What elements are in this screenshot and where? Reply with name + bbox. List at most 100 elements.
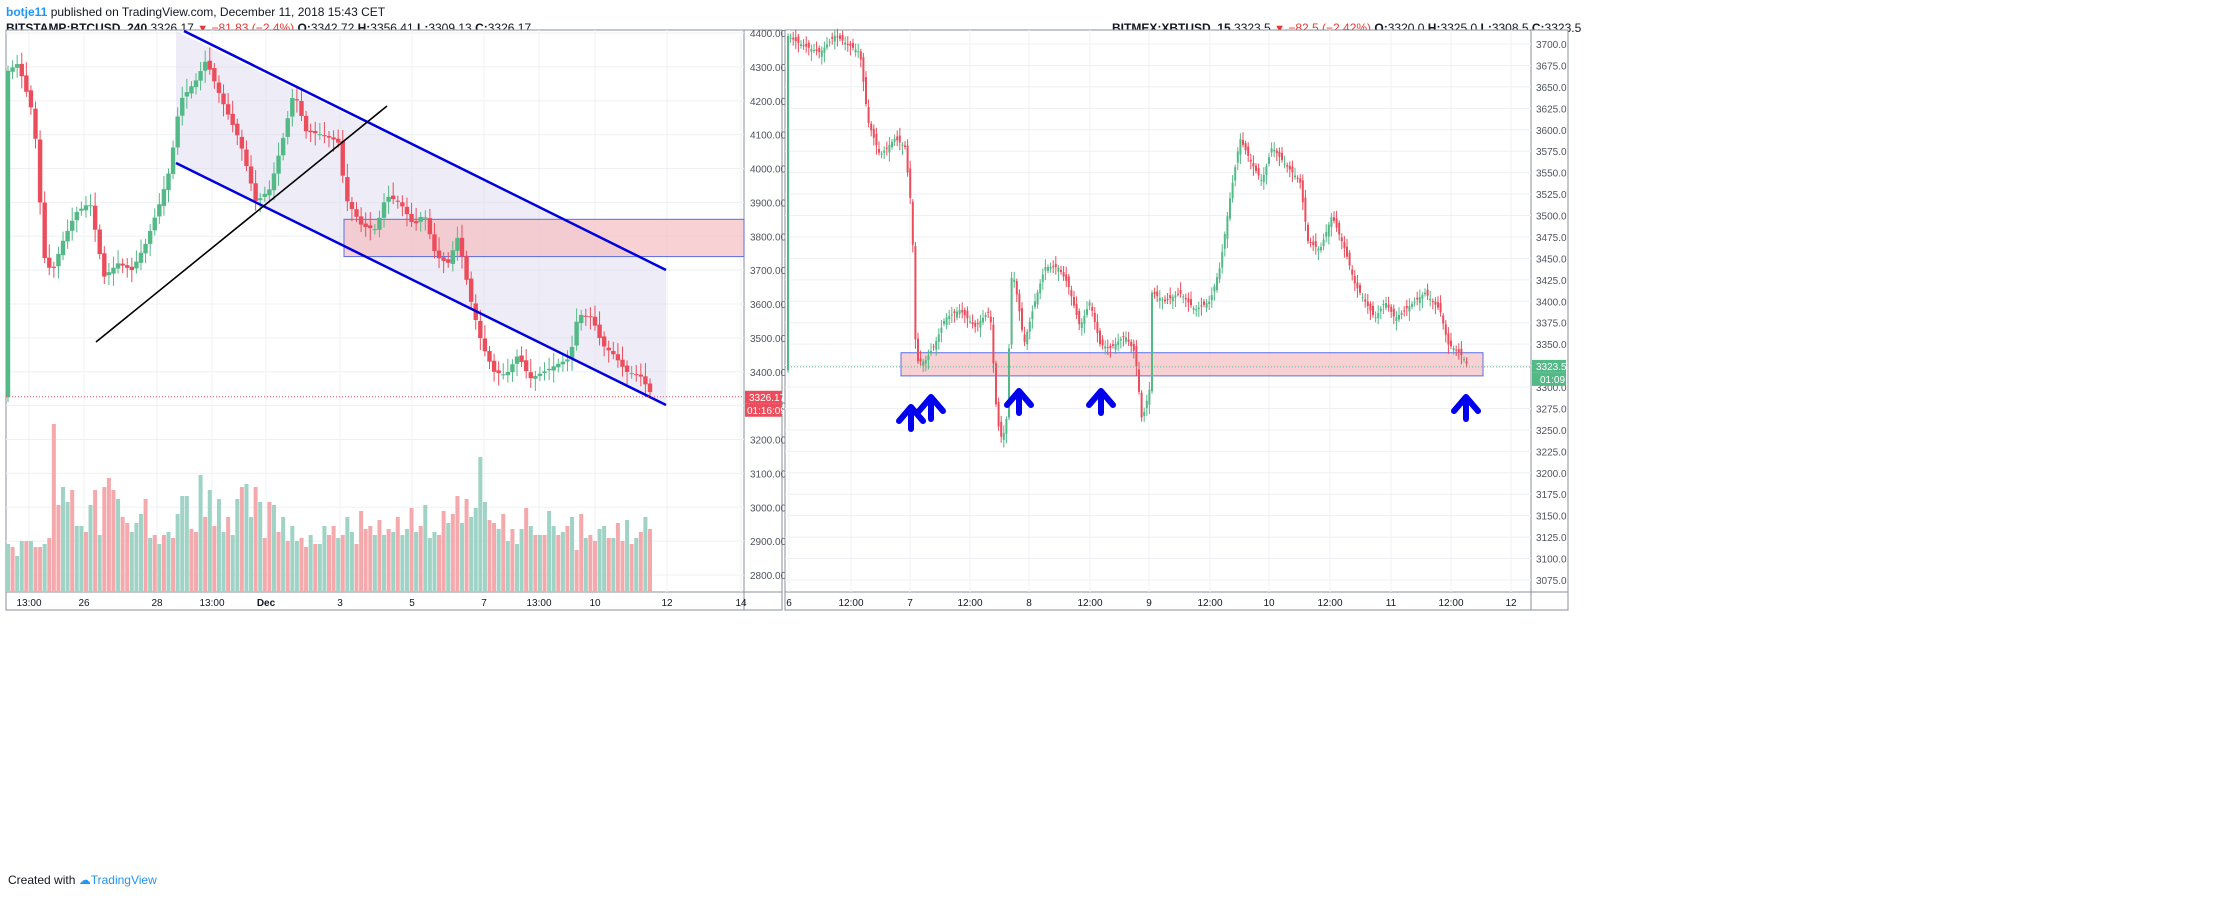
- volume-bar: [33, 547, 38, 592]
- candle-body: [891, 141, 893, 148]
- volume-bar: [377, 520, 382, 592]
- volume-bar: [317, 544, 322, 592]
- candle-body: [189, 86, 194, 94]
- volume-bar: [152, 535, 157, 592]
- candle-body: [1062, 272, 1065, 277]
- candle-body: [326, 136, 332, 138]
- volume-bar: [359, 511, 364, 592]
- volume-bar: [106, 478, 111, 592]
- volume-bar: [450, 514, 455, 592]
- y-tick-label: 3600.0: [1536, 126, 1567, 137]
- candle-body: [1296, 177, 1299, 179]
- candle-body: [170, 147, 176, 174]
- candle-body: [833, 35, 836, 42]
- y-tick-label: 3175.0: [1536, 490, 1567, 501]
- candle-body: [1460, 348, 1463, 355]
- candle-body: [1385, 302, 1387, 308]
- y-tick-label: 3400.00: [750, 368, 787, 379]
- channel-lower-line: [175, 161, 667, 407]
- x-tick-label: 5: [409, 598, 415, 609]
- y-tick-label: 3500.0: [1536, 212, 1567, 223]
- candle-body: [906, 145, 909, 173]
- candle-body: [432, 234, 437, 251]
- candle-body: [60, 240, 66, 256]
- volume-bar: [276, 532, 281, 592]
- candle-body: [514, 356, 520, 364]
- candle-body: [1247, 146, 1250, 156]
- candle-body: [1099, 330, 1101, 345]
- candle-body: [1330, 217, 1333, 227]
- x-tick-label: 9: [1146, 598, 1152, 609]
- candle-body: [846, 43, 849, 45]
- candle-body: [647, 383, 653, 393]
- candle-body: [1361, 297, 1364, 299]
- candle-body: [1418, 297, 1421, 304]
- candle-body: [870, 123, 873, 131]
- candle-body: [888, 144, 891, 153]
- candle-body: [629, 373, 634, 375]
- left-chart[interactable]: 4400.00 4300.00 4200.00 4100.00 4000.00 3900.…: [0, 0, 1108, 899]
- candle-body: [198, 71, 203, 81]
- volume-bar: [634, 538, 639, 592]
- candle-body: [111, 267, 116, 274]
- candle-body: [1333, 217, 1335, 221]
- candle-body: [1101, 339, 1104, 346]
- volume-bar: [120, 517, 125, 592]
- candle-body: [216, 82, 222, 93]
- candle-body: [1426, 289, 1429, 296]
- candle-body: [1307, 224, 1309, 242]
- candle-body: [1392, 308, 1395, 317]
- candle-body: [831, 36, 834, 39]
- candle-body: [138, 252, 144, 263]
- candle-body: [459, 237, 465, 257]
- last-price-label: 3323.5: [1536, 362, 1567, 373]
- candle-body: [276, 155, 281, 174]
- volume-bar: [281, 517, 286, 592]
- candle-body: [579, 314, 584, 324]
- candle-body: [878, 149, 880, 153]
- candle-body: [221, 93, 226, 105]
- resistance-zone: [343, 218, 745, 258]
- candle-body: [1242, 139, 1244, 145]
- y-tick-label: 3250.0: [1536, 426, 1567, 437]
- candle-body: [487, 351, 492, 362]
- volume-bar: [304, 547, 309, 592]
- candle-body: [207, 60, 212, 70]
- candle-body: [308, 130, 313, 133]
- candle-body: [839, 35, 841, 39]
- x-tick-label: Dec: [257, 598, 276, 609]
- candle-body: [193, 80, 199, 88]
- tradingview-link[interactable]: TradingView: [90, 873, 157, 887]
- candle-body: [849, 43, 852, 46]
- candle-body: [147, 230, 153, 244]
- candle-body: [468, 278, 474, 302]
- x-tick-label: 14: [735, 598, 747, 609]
- candle-body: [42, 202, 47, 259]
- y-tick-label: 3675.0: [1536, 61, 1567, 72]
- volume-bar: [459, 523, 464, 592]
- candle-body: [974, 322, 977, 327]
- candle-body: [574, 321, 579, 346]
- candle-body: [354, 209, 359, 217]
- candle-body: [1405, 305, 1408, 309]
- candle-body: [106, 272, 112, 276]
- volume-bar: [189, 529, 194, 592]
- candle-body: [859, 51, 862, 60]
- y-tick-label: 3550.0: [1536, 169, 1567, 180]
- volume-bar: [134, 523, 139, 592]
- candle-body: [1130, 341, 1133, 347]
- volume-bar: [570, 517, 575, 592]
- candle-body: [1052, 266, 1055, 268]
- candle-body: [317, 134, 323, 136]
- candle-body: [865, 77, 867, 105]
- y-tick-label: 3425.0: [1536, 276, 1567, 287]
- candle-body: [1314, 241, 1317, 247]
- volume-bar: [574, 550, 579, 592]
- y-tick-label: 4000.00: [750, 165, 787, 176]
- candle-body: [19, 63, 24, 77]
- left-plot-frame: [5, 29, 783, 611]
- candle-body: [1372, 305, 1374, 316]
- candle-body: [212, 68, 217, 82]
- author-link[interactable]: botje11: [6, 5, 48, 19]
